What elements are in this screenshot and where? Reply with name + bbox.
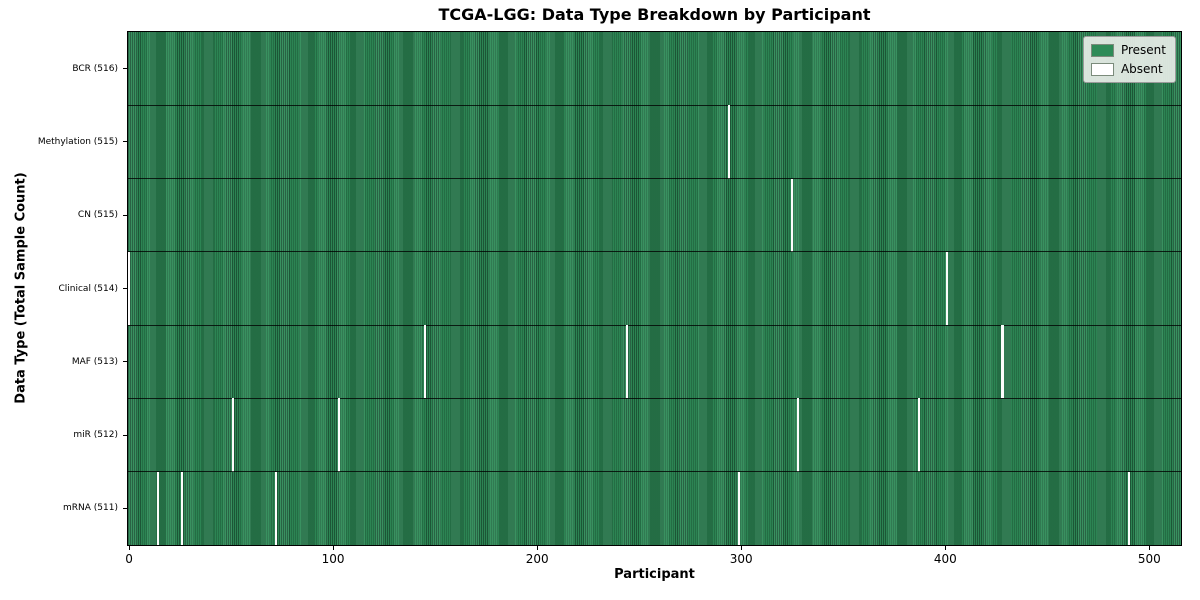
absent-cell-marker bbox=[946, 251, 949, 326]
row-separator bbox=[128, 104, 1181, 106]
x-axis-label: Participant bbox=[614, 567, 695, 582]
legend-entry-label: Present bbox=[1120, 43, 1166, 57]
absent-cell-marker bbox=[727, 105, 731, 179]
x-tick-label: 300 bbox=[729, 552, 753, 566]
y-tick-mark bbox=[123, 288, 127, 289]
absent-cell-marker bbox=[625, 325, 629, 399]
x-tick-label: 200 bbox=[525, 552, 549, 566]
y-tick-label: CN (515) bbox=[77, 210, 118, 221]
y-tick-label: BCR (516) bbox=[72, 63, 118, 74]
y-tick-label: Clinical (514) bbox=[58, 283, 118, 294]
legend-entry-label: Absent bbox=[1120, 62, 1163, 76]
x-tick-mark bbox=[128, 546, 130, 550]
x-tick-mark bbox=[740, 546, 742, 550]
legend-entry: Absent bbox=[1090, 62, 1166, 76]
y-tick-mark bbox=[123, 361, 127, 363]
x-tick-label: 0 bbox=[125, 552, 133, 566]
legend: Present Absent bbox=[1082, 36, 1176, 83]
absent-cell-marker bbox=[423, 325, 426, 399]
x-tick-mark bbox=[536, 546, 538, 550]
x-tick-mark bbox=[332, 546, 334, 550]
x-tick-label: 400 bbox=[933, 552, 957, 566]
y-tick-mark bbox=[123, 507, 127, 509]
chart-title: TCGA-LGG: Data Type Breakdown by Partici… bbox=[438, 5, 871, 24]
x-tick-label: 100 bbox=[321, 552, 345, 566]
y-tick-label: MAF (513) bbox=[71, 356, 118, 367]
absent-swatch bbox=[1090, 62, 1114, 76]
x-tick-mark bbox=[944, 546, 946, 550]
absent-cell-marker bbox=[738, 471, 741, 545]
y-tick-label: miR (512) bbox=[73, 430, 118, 441]
row-separator bbox=[128, 471, 1181, 473]
present-swatch bbox=[1090, 43, 1114, 57]
y-tick-label: mRNA (511) bbox=[63, 503, 118, 514]
absent-cell-marker bbox=[917, 398, 920, 472]
absent-cell-marker bbox=[1001, 325, 1004, 399]
y-tick-mark bbox=[123, 68, 127, 70]
row-separator bbox=[128, 324, 1181, 326]
legend-entry: Present bbox=[1090, 43, 1166, 57]
y-tick-mark bbox=[123, 141, 127, 143]
absent-cell-marker bbox=[1127, 471, 1131, 545]
x-tick-label: 500 bbox=[1137, 552, 1161, 566]
row-separator bbox=[128, 251, 1181, 253]
row-separator bbox=[128, 397, 1181, 399]
absent-cell-marker bbox=[156, 471, 159, 545]
absent-cell-marker bbox=[274, 471, 278, 545]
y-tick-label: Methylation (515) bbox=[37, 136, 118, 147]
absent-cell-marker bbox=[791, 178, 794, 252]
absent-cell-marker bbox=[181, 471, 184, 545]
y-tick-mark bbox=[123, 214, 127, 216]
absent-cell-marker bbox=[797, 398, 800, 472]
absent-cell-marker bbox=[338, 398, 341, 472]
y-tick-mark bbox=[123, 434, 127, 436]
heatmap-plot-area bbox=[127, 31, 1182, 546]
absent-cell-marker bbox=[128, 251, 131, 326]
x-tick-mark bbox=[1148, 546, 1150, 550]
row-separator bbox=[128, 178, 1181, 180]
absent-cell-marker bbox=[232, 398, 235, 472]
